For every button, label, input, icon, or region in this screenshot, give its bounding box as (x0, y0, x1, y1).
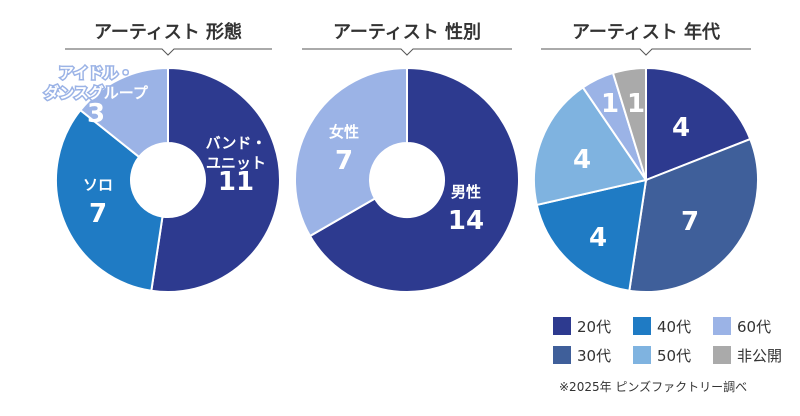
legend-label: 非公開 (737, 346, 783, 365)
legend-item: 60代 (713, 316, 771, 336)
legend-label: 50代 (657, 346, 692, 365)
legend-label: 40代 (657, 317, 692, 336)
chart-title: アーティスト 性別 (333, 21, 481, 43)
slice-value: 4 (589, 223, 607, 253)
title-underline (541, 48, 751, 56)
chart-title: アーティスト 年代 (572, 21, 720, 43)
chart-title: アーティスト 形態 (94, 21, 242, 43)
slice-label: ユニット (206, 154, 266, 172)
legend-item: 40代 (633, 316, 691, 336)
slice-label: 男性 (451, 183, 481, 201)
pie-slice (308, 66, 520, 293)
legend-item: 20代 (553, 316, 611, 336)
pie-slice (533, 86, 648, 207)
slice-value: 1 (601, 89, 619, 119)
slice-label: ソロ (83, 176, 113, 194)
slice-value: 11 (218, 167, 254, 197)
slice-label: 女性 (329, 123, 359, 141)
pie-slice (611, 66, 647, 181)
slice-value: 1 (627, 89, 645, 119)
legend-item: 50代 (633, 345, 691, 365)
legend-swatch (633, 346, 651, 364)
slice-label: アイドル・ (59, 64, 133, 82)
title-underline (302, 48, 512, 56)
legend-swatch (713, 317, 731, 335)
slice-value: 7 (89, 199, 107, 229)
pie-slice (535, 178, 648, 292)
legend-swatch (713, 346, 731, 364)
legend-label: 60代 (737, 317, 772, 336)
legend-swatch (553, 346, 571, 364)
slice-label: ダンスグループ (44, 84, 149, 102)
legend-swatch (633, 317, 651, 335)
legend-label: 20代 (577, 317, 612, 336)
slice-label: バンド・ (206, 134, 267, 152)
pie-slice (150, 66, 281, 293)
title-underline (65, 48, 272, 56)
slice-value: 14 (448, 206, 484, 236)
legend-item: 非公開 (713, 345, 782, 365)
slice-value: 4 (672, 113, 690, 143)
slice-value: 7 (335, 146, 353, 176)
legend-item: 30代 (553, 345, 611, 365)
pie-slice (294, 66, 408, 238)
legend-swatch (553, 317, 571, 335)
pie-slice (628, 137, 759, 293)
pie-slice (645, 66, 752, 182)
slice-value: 3 (87, 99, 105, 129)
slice-value: 4 (573, 145, 591, 175)
source-note: ※2025年 ピンズファクトリー調べ (559, 380, 748, 394)
pie-slice (79, 66, 169, 159)
slice-value: 7 (681, 207, 699, 237)
legend-label: 30代 (577, 346, 612, 365)
